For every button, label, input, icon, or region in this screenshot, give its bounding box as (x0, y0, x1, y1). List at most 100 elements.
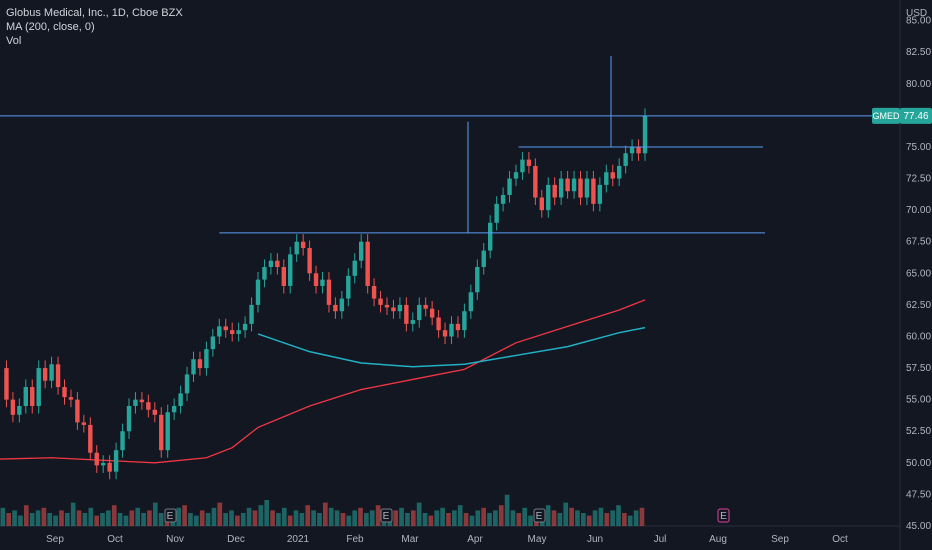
volume-bar (29, 513, 35, 526)
candle-body (636, 146, 641, 154)
candle-body (159, 414, 164, 451)
candle-body (184, 374, 190, 394)
symbol-title[interactable]: Globus Medical, Inc., 1D, Cboe BZX (6, 7, 183, 19)
volume-bar (622, 513, 627, 526)
candle-body (101, 462, 106, 466)
volume-bar (463, 513, 469, 526)
candle-body (313, 273, 319, 286)
volume-bar (323, 502, 328, 526)
price-tick-label: 47.50 (906, 489, 931, 500)
volume-bar (182, 505, 187, 526)
earnings-marker-label: E (167, 511, 174, 522)
candle-body (191, 359, 196, 375)
candle-body (10, 399, 16, 415)
volume-bar (229, 510, 234, 526)
volume-bar (252, 510, 258, 526)
candle-body (326, 279, 332, 305)
volume-bar (53, 515, 58, 526)
volume-bar (364, 513, 369, 526)
price-tick-label: 80.00 (906, 79, 931, 90)
volume-bar (440, 507, 445, 526)
volume-bar (100, 513, 105, 526)
candle-body (268, 260, 274, 267)
candle-body (546, 184, 551, 211)
candle-body (288, 254, 293, 286)
volume-bar (469, 515, 475, 526)
candle-body (236, 330, 241, 334)
candle-body (462, 311, 467, 331)
candle-body (146, 402, 151, 410)
volume-bar (35, 510, 41, 526)
volume-bar (510, 510, 516, 526)
volume-indicator-label[interactable]: Vol (6, 35, 22, 47)
candle-body (204, 349, 209, 369)
candle-body (49, 364, 54, 381)
candle-body (378, 298, 383, 305)
volume-bar (551, 510, 557, 526)
candle-body (30, 387, 35, 406)
time-tick-label: Oct (832, 534, 848, 545)
candle-body (423, 304, 428, 309)
ticker-badge (872, 107, 900, 124)
volume-bar (604, 513, 610, 526)
last-price-label: 77.46 (903, 111, 928, 122)
volume-bar (276, 513, 281, 526)
candle-body (604, 172, 609, 185)
volume-bar (575, 510, 580, 526)
volume-bar (129, 510, 135, 526)
currency-label: USD (906, 8, 927, 19)
candle-body (242, 323, 248, 331)
volume-bar (270, 510, 275, 526)
candle-body (629, 146, 635, 154)
candle-body (171, 405, 177, 413)
candle-body (210, 336, 216, 350)
time-tick-label: Jun (587, 534, 603, 545)
volume-bar (428, 515, 434, 526)
volume-bar (59, 510, 64, 526)
time-tick-label: Feb (346, 534, 364, 545)
volume-bar (563, 502, 569, 526)
volume-bar (557, 513, 563, 526)
volume-bar (76, 510, 82, 526)
candle-body (178, 393, 183, 406)
candle-body (404, 304, 409, 324)
volume-bar (65, 513, 70, 526)
candle-body (197, 359, 203, 369)
volume-bar (569, 507, 574, 526)
volume-bar (522, 507, 528, 526)
candle-body (94, 452, 99, 466)
price-tick-label: 72.50 (906, 174, 931, 185)
candle-body (571, 178, 577, 192)
candle-body (520, 159, 525, 173)
time-tick-label: Nov (166, 534, 184, 545)
candle-body (62, 387, 67, 398)
volume-bar (287, 515, 293, 526)
volume-bar (94, 515, 99, 526)
ticker-badge-label: GMED (873, 111, 901, 121)
volume-bar (422, 513, 428, 526)
candle-body (152, 409, 157, 415)
price-tick-label: 85.00 (906, 16, 931, 27)
candle-body (55, 364, 61, 388)
candle-body (481, 250, 486, 267)
volume-bar (311, 510, 316, 526)
candle-body (565, 178, 570, 192)
candle-body (120, 431, 125, 451)
ma-indicator-label[interactable]: MA (200, close, 0) (6, 21, 95, 33)
candle-body (513, 172, 519, 179)
volume-bar (82, 513, 88, 526)
volume-bar (393, 510, 399, 526)
candle-body (500, 194, 506, 204)
time-tick-label: Oct (107, 534, 123, 545)
candle-body (455, 323, 461, 331)
volume-bar (41, 507, 47, 526)
volume-bar (246, 507, 252, 526)
candle-body (488, 222, 493, 251)
volume-bar (305, 505, 311, 526)
volume-bar (152, 502, 158, 526)
volume-bar (6, 513, 12, 526)
candle-body (23, 387, 28, 406)
volume-bar (293, 510, 299, 526)
volume-bar (410, 510, 416, 526)
